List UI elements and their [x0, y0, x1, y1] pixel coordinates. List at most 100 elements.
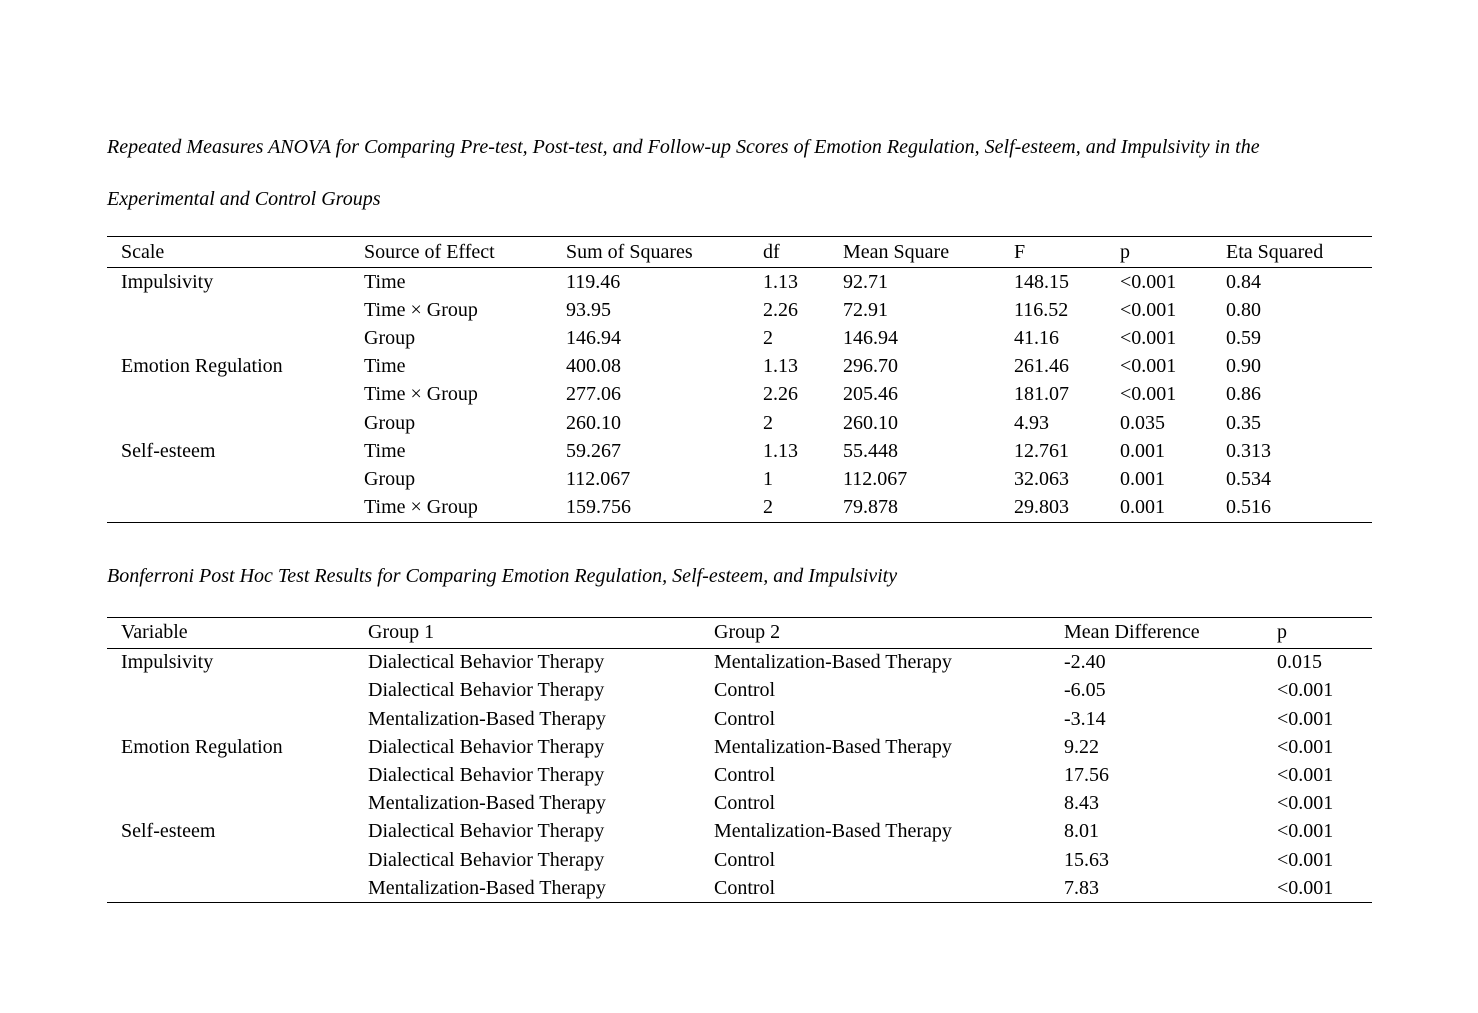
table-cell: 1.13 — [763, 439, 798, 462]
table-cell: 261.46 — [1014, 355, 1069, 378]
table-cell — [107, 761, 368, 789]
posthoc-table-title: Bonferroni Post Hoc Test Results for Com… — [107, 564, 898, 587]
table-cell: 112.067 — [566, 467, 631, 490]
table-cell — [107, 677, 368, 705]
table-row: Time × Group 93.95 2.26 72.91 116.52 <0.001 0.… — [107, 296, 1372, 324]
table-cell: 400.08 — [566, 355, 621, 378]
table-cell: Control — [714, 876, 776, 899]
table-cell: 92.71 — [843, 270, 888, 293]
table-cell: <0.001 — [1120, 383, 1177, 406]
table-cell: 2 — [763, 411, 773, 434]
table-cell: 0.86 — [1226, 383, 1261, 406]
table-row: Emotion Regulation Time 400.08 1.13 296.70 26… — [107, 353, 1372, 381]
table-cell: 8.43 — [1064, 792, 1099, 815]
table-cell: 0.001 — [1120, 439, 1165, 462]
table-cell: 0.035 — [1120, 411, 1165, 434]
table-cell: <0.001 — [1277, 764, 1334, 787]
table-cell: Emotion Regulation — [121, 355, 283, 378]
table-cell: 116.52 — [1014, 298, 1069, 321]
anova-table-title: Repeated Measures ANOVA for Comparing Pr… — [107, 136, 1260, 210]
table-cell — [107, 790, 368, 818]
table-cell — [107, 705, 368, 733]
table-cell — [107, 296, 364, 324]
table-cell: 181.07 — [1014, 383, 1069, 406]
table-cell: Emotion Regulation — [121, 735, 283, 758]
table-row: Self-esteem Time 59.267 1.13 55.448 12.761 0.0… — [107, 437, 1372, 465]
table-cell: <0.001 — [1120, 298, 1177, 321]
table-cell: 93.95 — [566, 298, 611, 321]
table-cell: Time — [364, 270, 406, 293]
table-cell: Control — [714, 707, 776, 730]
column-header: Mean Square — [843, 240, 950, 263]
table-cell: Dialectical Behavior Therapy — [368, 848, 605, 871]
table-cell: Time — [364, 439, 406, 462]
table-cell: -2.40 — [1064, 651, 1106, 674]
table-cell: 4.93 — [1014, 411, 1049, 434]
table-cell: 260.10 — [843, 411, 898, 434]
table-cell: <0.001 — [1120, 270, 1177, 293]
column-header: Eta Squared — [1226, 240, 1324, 263]
table-cell — [107, 465, 364, 493]
posthoc-header-row: Variable Group 1 Group 2 Mean Difference p — [107, 617, 1372, 649]
table-row: Time × Group 159.756 2 79.878 29.803 0.001 0.5… — [107, 494, 1372, 523]
table-cell: 17.56 — [1064, 764, 1109, 787]
table-cell: <0.001 — [1277, 735, 1334, 758]
table-cell: 205.46 — [843, 383, 898, 406]
table-cell: <0.001 — [1277, 679, 1334, 702]
table-cell: 0.534 — [1226, 467, 1271, 490]
table-row: Dialectical Behavior Therapy Control -6.05… — [107, 677, 1372, 705]
table-row: Group 112.067 1 112.067 32.063 0.001 0.534 — [107, 465, 1372, 493]
table-cell: 0.35 — [1226, 411, 1261, 434]
table-cell: <0.001 — [1277, 707, 1334, 730]
table-cell: Control — [714, 764, 776, 787]
column-header: p — [1277, 621, 1287, 644]
table-row: Group 146.94 2 146.94 41.16 <0.001 0.59 — [107, 324, 1372, 352]
table-cell: 0.59 — [1226, 326, 1261, 349]
table-cell: Mentalization-Based Therapy — [714, 651, 952, 674]
table-cell: 55.448 — [843, 439, 898, 462]
table-cell: Group — [364, 326, 416, 349]
table-cell: <0.001 — [1277, 876, 1334, 899]
column-header: df — [763, 240, 780, 263]
table-cell: Control — [714, 792, 776, 815]
table-cell — [107, 494, 364, 523]
table-cell: Dialectical Behavior Therapy — [368, 764, 605, 787]
table-cell: 0.015 — [1277, 651, 1322, 674]
table-cell: Mentalization-Based Therapy — [714, 735, 952, 758]
table-cell: 15.63 — [1064, 848, 1109, 871]
table-cell: 1 — [763, 467, 773, 490]
table-row: Emotion Regulation Dialectical Behavior T… — [107, 733, 1372, 761]
table-cell: Control — [714, 679, 776, 702]
anova-table-head: Scale Source of Effect Sum of Squares df Mea… — [107, 237, 1372, 268]
table-cell: 0.001 — [1120, 467, 1165, 490]
table-cell: -6.05 — [1064, 679, 1106, 702]
table-cell: 41.16 — [1014, 326, 1059, 349]
table-cell: 0.84 — [1226, 270, 1261, 293]
table-cell: 146.94 — [843, 326, 898, 349]
column-header: Variable — [121, 621, 188, 644]
column-header: p — [1120, 240, 1130, 263]
table-cell: 112.067 — [843, 467, 908, 490]
table-cell: Impulsivity — [121, 651, 214, 674]
table-cell: 277.06 — [566, 383, 621, 406]
table-row: Mentalization-Based Therapy Control -3.14 <… — [107, 705, 1372, 733]
table-cell — [107, 324, 364, 352]
table-cell: Mentalization-Based Therapy — [368, 792, 606, 815]
table-row: Mentalization-Based Therapy Control 7.83 <0… — [107, 874, 1372, 903]
table-cell: 0.313 — [1226, 439, 1271, 462]
table-cell: 79.878 — [843, 496, 898, 519]
table-cell: 1.13 — [763, 270, 798, 293]
table-row: Group 260.10 2 260.10 4.93 0.035 0.35 — [107, 409, 1372, 437]
table-cell: Time × Group — [364, 298, 478, 321]
column-header: F — [1014, 240, 1026, 263]
table-cell: Dialectical Behavior Therapy — [368, 735, 605, 758]
table-cell: 148.15 — [1014, 270, 1069, 293]
table-cell: <0.001 — [1120, 355, 1177, 378]
table-cell: Control — [714, 848, 776, 871]
table-cell: Dialectical Behavior Therapy — [368, 679, 605, 702]
anova-table-body: Impulsivity Time 119.46 1.13 92.71 148.15 <0.0… — [107, 268, 1372, 523]
table-cell: 119.46 — [566, 270, 621, 293]
table-cell: 12.761 — [1014, 439, 1069, 462]
column-header: Mean Difference — [1064, 621, 1200, 644]
table-cell: 260.10 — [566, 411, 621, 434]
